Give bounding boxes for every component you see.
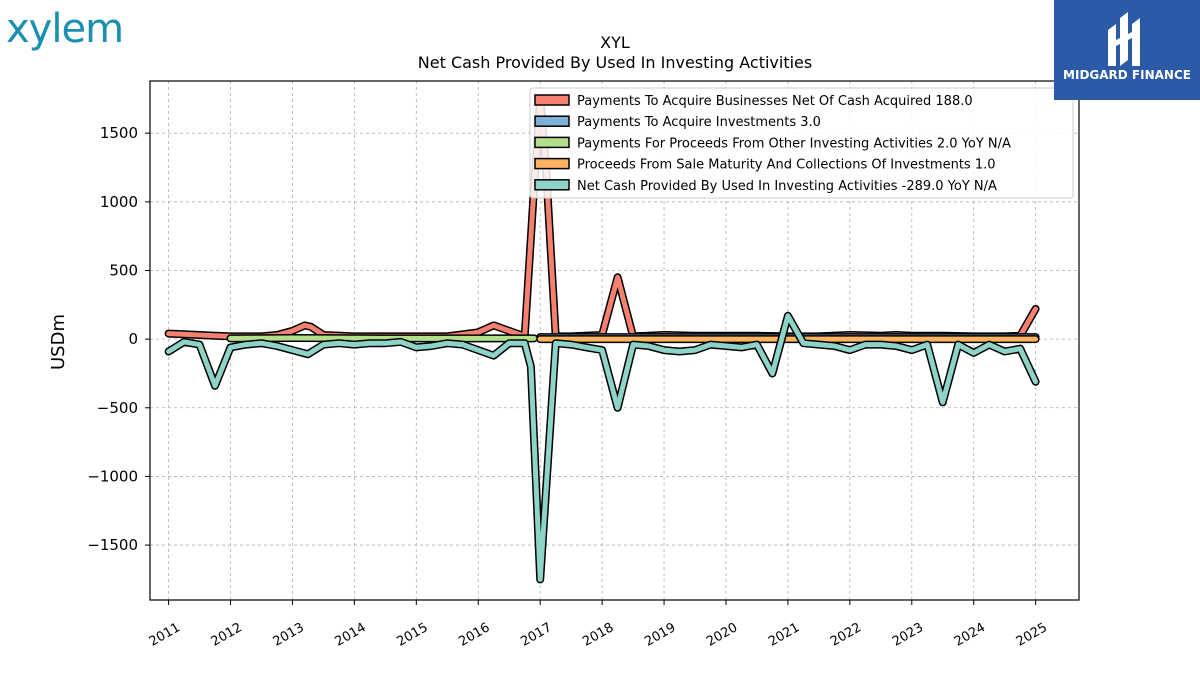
x-tick-label: 2021 bbox=[766, 620, 802, 650]
partner-logo-mark-icon bbox=[1108, 12, 1140, 66]
legend-swatch bbox=[534, 157, 570, 170]
y-tick-label: 500 bbox=[109, 261, 138, 279]
legend: Payments To Acquire Businesses Net Of Ca… bbox=[529, 87, 1074, 199]
partner-logo-text: MIDGARD FINANCE bbox=[1063, 68, 1191, 82]
x-tick-label: 2023 bbox=[890, 620, 926, 650]
legend-entry: Payments To Acquire Investments 3.0 bbox=[577, 115, 821, 130]
legend-box bbox=[529, 87, 1074, 199]
legend-entry: Payments To Acquire Businesses Net Of Ca… bbox=[577, 94, 973, 109]
partner-logo: MIDGARD FINANCE bbox=[1054, 0, 1200, 100]
legend-entry: Net Cash Provided By Used In Investing A… bbox=[577, 179, 997, 194]
y-axis-label: USDm bbox=[48, 314, 69, 370]
legend-swatch bbox=[534, 115, 570, 127]
x-tick-label: 2017 bbox=[518, 620, 554, 650]
x-tick-label: 2012 bbox=[209, 620, 245, 650]
plot-frame bbox=[149, 80, 1080, 601]
x-tick-label: 2020 bbox=[704, 620, 740, 650]
x-tick-label: 2011 bbox=[147, 620, 183, 650]
legend-swatch bbox=[534, 136, 570, 149]
x-tick-label: 2013 bbox=[271, 620, 307, 650]
series-line-4 bbox=[166, 313, 1039, 582]
x-tick-label: 2016 bbox=[456, 620, 492, 650]
legend-entry: Proceeds From Sale Maturity And Collecti… bbox=[577, 158, 996, 173]
chart-title: XYL bbox=[600, 33, 630, 52]
y-tick-label: 1500 bbox=[100, 124, 138, 142]
x-tick-label: 2025 bbox=[1014, 620, 1050, 650]
chart-subtitle: Net Cash Provided By Used In Investing A… bbox=[418, 53, 812, 72]
x-tick-label: 2014 bbox=[333, 620, 369, 650]
y-tick-label: −500 bbox=[97, 399, 138, 417]
x-axis: 2011 2012 2013 2014 2015 2016 2017 2018 2019 2020… bbox=[147, 600, 1050, 650]
legend-swatch bbox=[534, 179, 570, 191]
legend-entry: Payments For Proceeds From Other Investi… bbox=[577, 136, 1011, 151]
legend-swatch bbox=[534, 94, 570, 106]
y-tick-label: −1000 bbox=[87, 467, 138, 485]
x-tick-label: 2018 bbox=[580, 620, 616, 650]
x-tick-label: 2024 bbox=[952, 620, 988, 650]
y-axis: −1500 −1000 −500 0 500 1000 1500 bbox=[87, 124, 150, 554]
y-tick-label: 1000 bbox=[100, 193, 138, 211]
x-tick-label: 2015 bbox=[394, 620, 430, 650]
y-tick-label: 0 bbox=[128, 330, 138, 348]
x-tick-label: 2022 bbox=[828, 620, 864, 650]
y-tick-label: −1500 bbox=[87, 536, 138, 554]
x-tick-label: 2019 bbox=[642, 620, 678, 650]
xylem-logo: xylem bbox=[6, 6, 124, 52]
